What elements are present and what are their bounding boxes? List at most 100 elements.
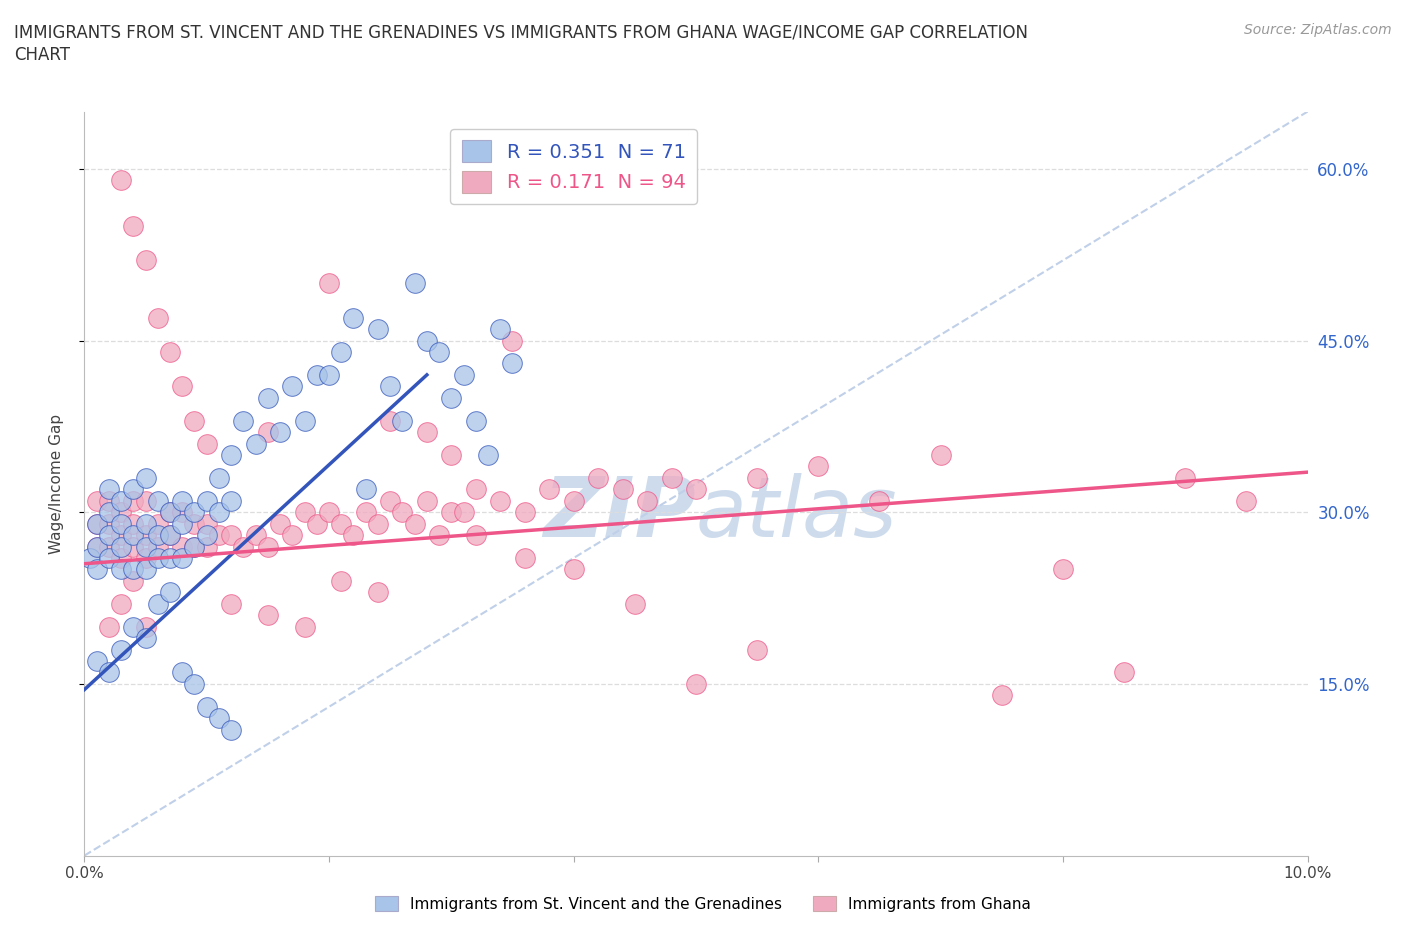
Point: [183, 505, 205, 520]
Point: [562, 562, 585, 577]
Point: [464, 413, 486, 428]
Point: [110, 596, 132, 611]
Point: [661, 471, 683, 485]
Point: [195, 539, 218, 554]
Point: [86, 539, 108, 554]
Point: [257, 608, 280, 623]
Text: atlas: atlas: [696, 472, 897, 554]
Point: [342, 527, 364, 542]
Point: [427, 344, 450, 359]
Point: [86, 493, 108, 508]
Point: [219, 723, 242, 737]
Text: CHART: CHART: [14, 46, 70, 64]
Point: [612, 482, 634, 497]
Point: [122, 574, 145, 589]
Point: [294, 505, 316, 520]
Point: [159, 585, 181, 600]
Point: [110, 516, 132, 531]
Point: [318, 505, 340, 520]
Point: [869, 493, 891, 508]
Point: [208, 527, 231, 542]
Point: [159, 344, 181, 359]
Point: [135, 562, 157, 577]
Y-axis label: Wage/Income Gap: Wage/Income Gap: [49, 414, 63, 553]
Point: [416, 493, 439, 508]
Legend: R = 0.351  N = 71, R = 0.171  N = 94: R = 0.351 N = 71, R = 0.171 N = 94: [450, 128, 697, 205]
Point: [330, 574, 353, 589]
Point: [477, 447, 499, 462]
Point: [86, 516, 108, 531]
Point: [159, 527, 181, 542]
Point: [427, 527, 450, 542]
Point: [110, 173, 132, 188]
Point: [159, 505, 181, 520]
Point: [86, 516, 108, 531]
Point: [269, 516, 291, 531]
Point: [172, 516, 194, 531]
Point: [367, 516, 389, 531]
Point: [97, 505, 120, 520]
Point: [122, 619, 145, 634]
Point: [135, 527, 157, 542]
Point: [281, 527, 304, 542]
Point: [97, 665, 120, 680]
Point: [183, 516, 205, 531]
Point: [183, 413, 205, 428]
Point: [195, 699, 218, 714]
Point: [305, 367, 328, 382]
Point: [195, 527, 218, 542]
Point: [807, 459, 830, 474]
Point: [219, 493, 242, 508]
Point: [97, 539, 120, 554]
Point: [489, 493, 512, 508]
Point: [172, 379, 194, 393]
Point: [330, 344, 353, 359]
Point: [135, 539, 157, 554]
Point: [122, 219, 145, 233]
Point: [97, 551, 120, 565]
Point: [146, 551, 169, 565]
Point: [219, 596, 242, 611]
Point: [208, 505, 231, 520]
Point: [464, 482, 486, 497]
Point: [195, 493, 218, 508]
Point: [219, 447, 242, 462]
Point: [135, 493, 157, 508]
Point: [685, 676, 707, 691]
Point: [636, 493, 658, 508]
Point: [269, 425, 291, 440]
Point: [135, 471, 157, 485]
Point: [159, 551, 181, 565]
Point: [416, 333, 439, 348]
Point: [367, 322, 389, 337]
Point: [195, 516, 218, 531]
Point: [208, 471, 231, 485]
Point: [489, 322, 512, 337]
Point: [367, 585, 389, 600]
Point: [110, 493, 132, 508]
Point: [110, 505, 132, 520]
Point: [305, 516, 328, 531]
Point: [1052, 562, 1074, 577]
Point: [146, 527, 169, 542]
Point: [146, 516, 169, 531]
Point: [219, 527, 242, 542]
Point: [183, 676, 205, 691]
Point: [440, 505, 463, 520]
Point: [245, 436, 267, 451]
Text: IMMIGRANTS FROM ST. VINCENT AND THE GRENADINES VS IMMIGRANTS FROM GHANA WAGE/INC: IMMIGRANTS FROM ST. VINCENT AND THE GREN…: [14, 23, 1028, 41]
Point: [464, 527, 486, 542]
Point: [146, 539, 169, 554]
Text: Source: ZipAtlas.com: Source: ZipAtlas.com: [1244, 23, 1392, 37]
Legend: Immigrants from St. Vincent and the Grenadines, Immigrants from Ghana: Immigrants from St. Vincent and the Gren…: [368, 889, 1038, 918]
Point: [440, 447, 463, 462]
Point: [281, 379, 304, 393]
Point: [110, 527, 132, 542]
Point: [146, 311, 169, 325]
Point: [380, 413, 402, 428]
Point: [97, 527, 120, 542]
Point: [122, 539, 145, 554]
Point: [502, 356, 524, 371]
Point: [135, 253, 157, 268]
Point: [146, 596, 169, 611]
